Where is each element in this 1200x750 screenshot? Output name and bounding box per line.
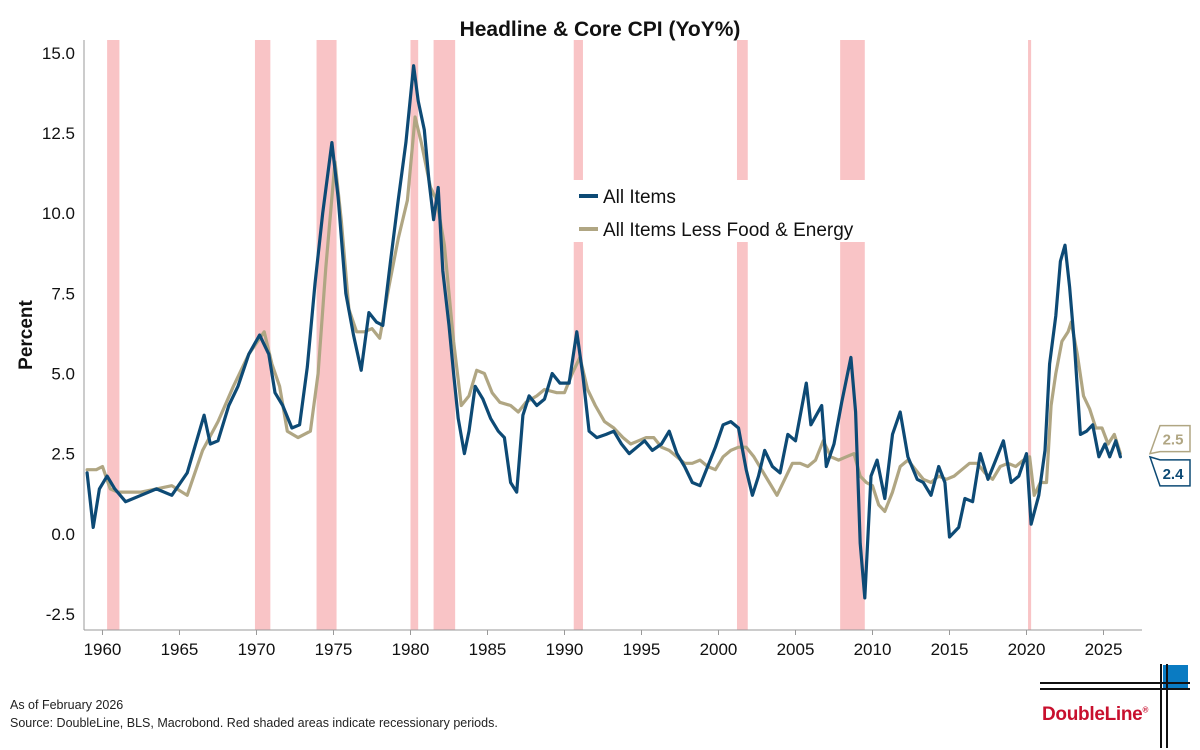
y-tick-label: 12.5 — [42, 124, 75, 143]
end-label-core-box — [1148, 424, 1191, 455]
series-layer — [85, 64, 1122, 600]
x-tick-label: 2000 — [700, 640, 738, 659]
x-tick-label: 1995 — [623, 640, 661, 659]
doubleline-logo-mark — [1040, 664, 1190, 748]
y-tick-label: 10.0 — [42, 204, 75, 223]
logo-name: DoubleLine — [1042, 704, 1143, 725]
y-tick-labels: 15.0 12.5 10.0 7.5 5.0 2.5 0.0 -2.5 — [42, 44, 75, 624]
recession-band-8 — [1028, 40, 1032, 630]
y-tick-label: 0.0 — [51, 525, 75, 544]
x-tick-label: 2025 — [1085, 640, 1123, 659]
x-tick-label: 1975 — [315, 640, 353, 659]
legend-label-all-items: All Items — [603, 187, 676, 208]
series-line-core — [85, 115, 1122, 513]
axes — [83, 40, 1142, 631]
x-tick-label: 1990 — [546, 640, 584, 659]
end-value-labels: 2.5 2.4 — [1148, 424, 1191, 487]
y-axis-label: Percent — [16, 299, 37, 369]
end-label-core: 2.5 — [1148, 424, 1191, 455]
end-label-all-items: 2.4 — [1148, 455, 1191, 487]
recession-band-6 — [736, 40, 748, 630]
x-tick-label: 1970 — [238, 640, 276, 659]
recession-shading-layer — [107, 40, 1032, 630]
x-tick-label: 1960 — [84, 640, 122, 659]
y-tick-label: 2.5 — [51, 445, 75, 464]
series-line-all-items — [85, 64, 1122, 600]
x-tick-label: 2005 — [777, 640, 815, 659]
x-tick-label: 2015 — [931, 640, 969, 659]
x-tick-label: 1985 — [469, 640, 507, 659]
x-tick-labels: 1960 1965 1970 1975 1980 1985 1990 1995 2000 2005… — [84, 630, 1123, 659]
x-tick-label: 1980 — [392, 640, 430, 659]
legend: All Items All Items Less Food & Energy — [579, 187, 854, 241]
legend-item-core: All Items Less Food & Energy — [579, 220, 854, 241]
doubleline-logo: DoubleLine® — [1042, 704, 1148, 726]
y-tick-label: 15.0 — [42, 44, 75, 63]
logo-registered-mark: ® — [1142, 705, 1149, 715]
y-tick-label: 5.0 — [51, 364, 75, 383]
legend-label-core: All Items Less Food & Energy — [603, 220, 854, 241]
x-tick-label: 2020 — [1008, 640, 1046, 659]
y-tick-label: 7.5 — [51, 284, 75, 303]
legend-item-all-items: All Items — [579, 187, 676, 208]
y-tick-label: -2.5 — [46, 605, 75, 624]
end-label-core-text: 2.5 — [1163, 432, 1184, 449]
recession-band-3 — [410, 40, 419, 630]
x-tick-label: 2010 — [854, 640, 892, 659]
x-tick-label: 1965 — [161, 640, 199, 659]
as-of-note: As of February 2026 — [10, 698, 124, 712]
chart: 15.0 12.5 10.0 7.5 5.0 2.5 0.0 -2.5 1960 1965 197… — [16, 18, 1191, 659]
recession-band-0 — [107, 40, 120, 630]
legend-background — [565, 180, 877, 242]
end-label-all-items-box — [1148, 455, 1191, 487]
end-label-all-items-text: 2.4 — [1163, 466, 1185, 483]
source-note: Source: DoubleLine, BLS, Macrobond. Red … — [10, 716, 498, 730]
chart-title: Headline & Core CPI (YoY%) — [460, 18, 741, 41]
